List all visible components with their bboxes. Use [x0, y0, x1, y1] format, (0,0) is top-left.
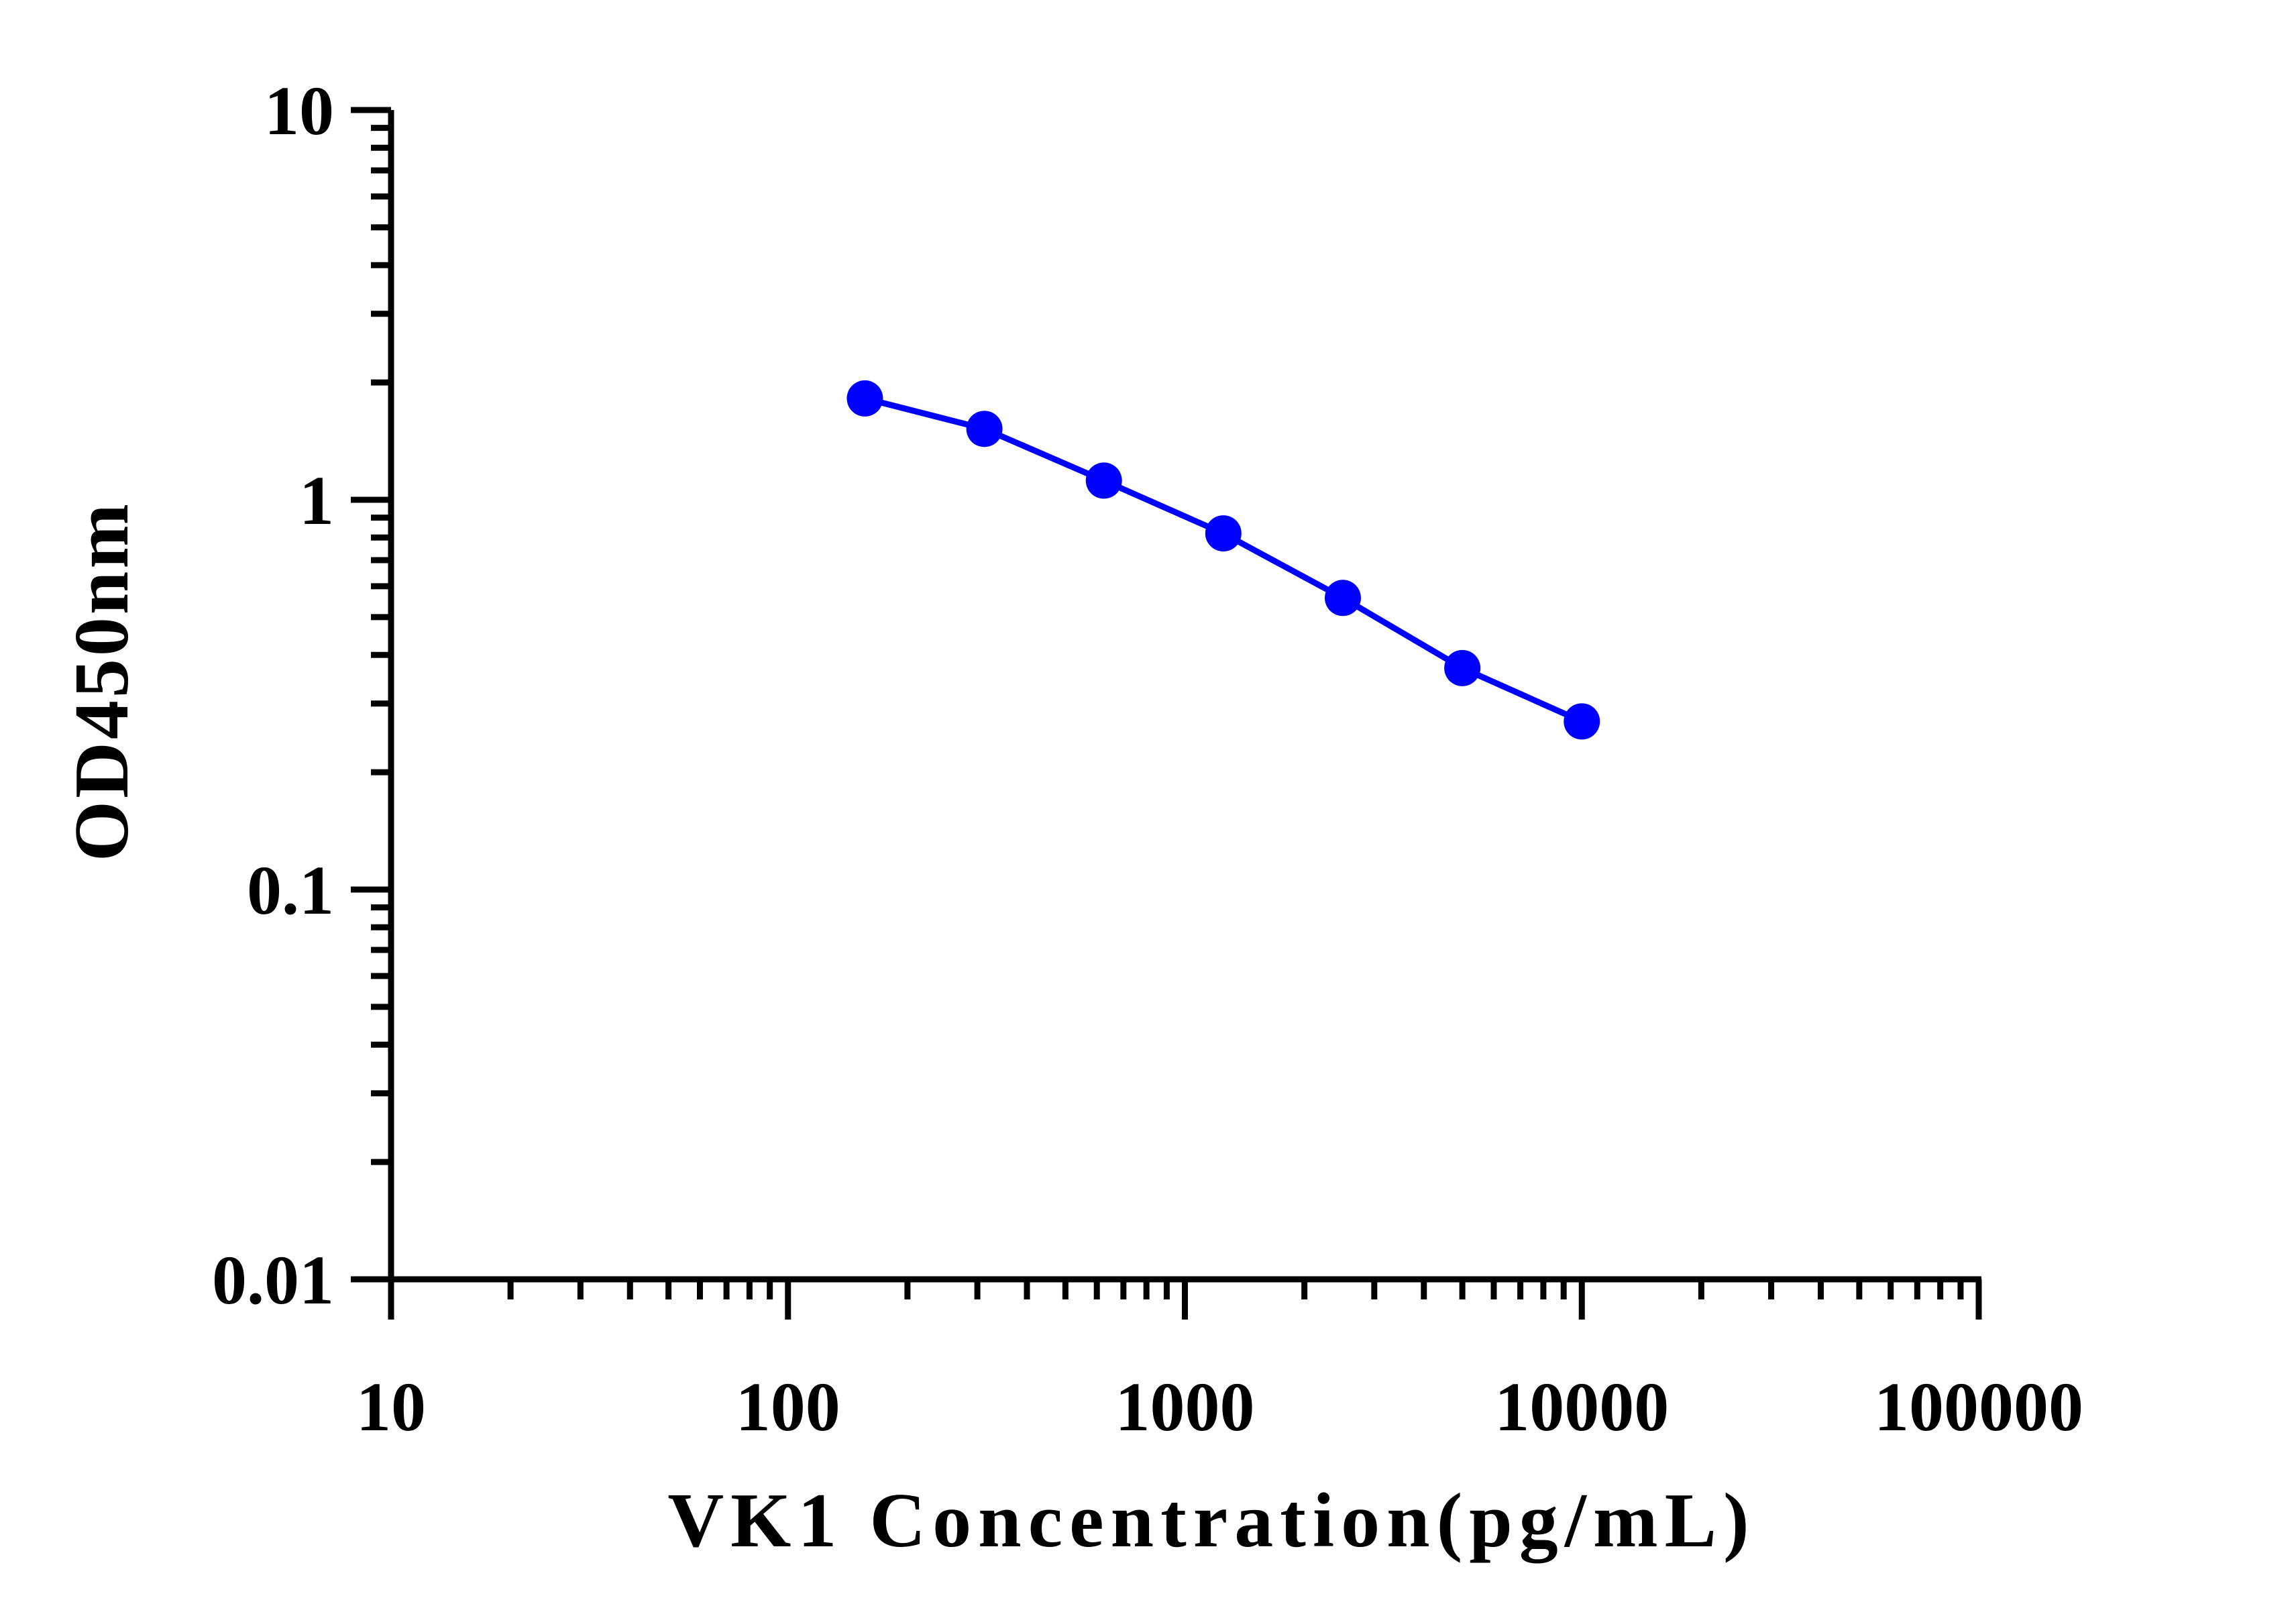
x-tick-label: 10 — [356, 1369, 426, 1446]
data-point — [966, 411, 1003, 447]
data-point — [1564, 703, 1600, 740]
x-axis-ticks — [388, 1279, 1982, 1320]
y-tick-label: 0.1 — [247, 852, 334, 929]
y-tick-label: 10 — [264, 72, 334, 150]
y-axis-ticks — [351, 107, 391, 1283]
x-tick-label: 100 — [736, 1369, 840, 1446]
data-point — [1324, 580, 1361, 617]
data-point — [1205, 515, 1242, 552]
x-tick-label: 10000 — [1494, 1369, 1669, 1446]
x-tick-label: 1000 — [1115, 1369, 1255, 1446]
y-axis-tick-labels: 0.01 0.1 1 10 — [212, 72, 334, 1319]
plot-area — [846, 380, 1600, 740]
axes: 10 100 1000 10000 100000 0.01 0.1 1 10 — [212, 72, 2083, 1446]
x-axis-title: VK1 Concentration(pg/mL) — [667, 1478, 1755, 1564]
y-axis-title: OD450nm — [59, 501, 145, 861]
data-point — [846, 380, 883, 417]
x-tick-label: 100000 — [1874, 1369, 2083, 1446]
data-point — [1085, 462, 1122, 499]
y-tick-label: 0.01 — [212, 1242, 334, 1319]
y-tick-label: 1 — [299, 462, 334, 539]
x-axis-tick-labels: 10 100 1000 10000 100000 — [356, 1369, 2083, 1446]
data-point — [1444, 649, 1481, 686]
